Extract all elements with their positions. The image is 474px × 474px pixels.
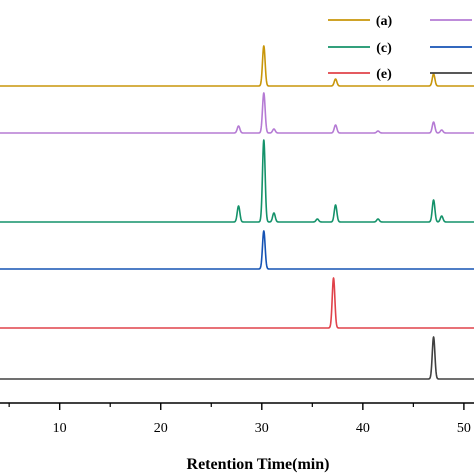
series-line-1 (0, 45, 474, 87)
series-line-3 (0, 139, 474, 223)
legend-label: (c) (376, 41, 392, 56)
x-tick-label: 40 (356, 421, 370, 436)
axes: 10 20 30 40 50 (0, 402, 474, 436)
series-line-2 (0, 92, 474, 134)
x-tick-label: 10 (53, 421, 67, 436)
x-tick-label: 30 (255, 421, 269, 436)
series-traces (0, 45, 474, 380)
x-axis-label: Retention Time(min) (187, 456, 330, 473)
series-line-5 (0, 277, 474, 329)
series-line-6 (0, 336, 474, 380)
x-tick-label: 50 (457, 421, 471, 436)
legend-label: (a) (376, 14, 393, 29)
legend-label: (e) (376, 67, 392, 82)
x-tick-label: 20 (154, 421, 168, 436)
legend: (a) (c) (e) (328, 14, 472, 82)
series-line-4 (0, 230, 474, 270)
